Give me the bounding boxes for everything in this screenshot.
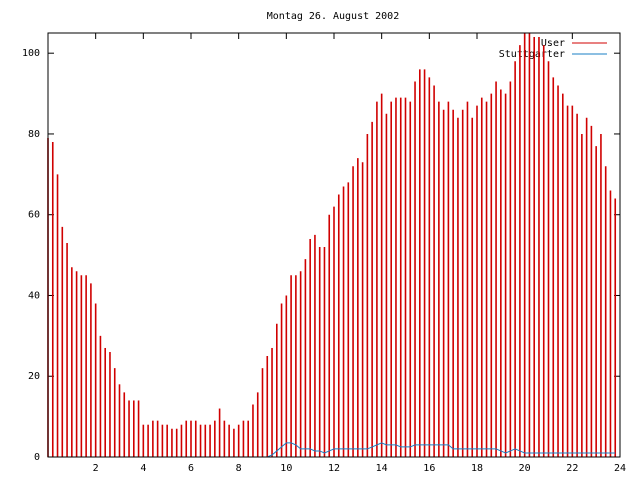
plot-frame: [47, 32, 621, 458]
y-tick-label: 40: [28, 290, 40, 301]
y-tick-label: 0: [34, 452, 40, 463]
y-tick-label: 80: [28, 129, 40, 140]
x-tick-label: 2: [93, 463, 99, 474]
x-tick-label: 4: [140, 463, 146, 474]
y-tick-label: 20: [28, 371, 40, 382]
y-tick-label: 100: [22, 48, 40, 59]
x-tick-label: 10: [280, 463, 292, 474]
x-tick-label: 20: [519, 463, 531, 474]
x-tick-label: 22: [566, 463, 578, 474]
chart-title: Montag 26. August 2002: [267, 11, 399, 22]
x-tick-label: 6: [188, 463, 194, 474]
y-tick-label: 60: [28, 210, 40, 221]
legend-label: Stuttgarter: [499, 49, 565, 60]
x-tick-label: 18: [471, 463, 483, 474]
x-tick-label: 8: [236, 463, 242, 474]
x-tick-label: 12: [328, 463, 340, 474]
x-tick-label: 14: [376, 463, 388, 474]
x-tick-label: 24: [614, 463, 626, 474]
legend-label: User: [541, 38, 565, 49]
x-tick-label: 16: [423, 463, 435, 474]
